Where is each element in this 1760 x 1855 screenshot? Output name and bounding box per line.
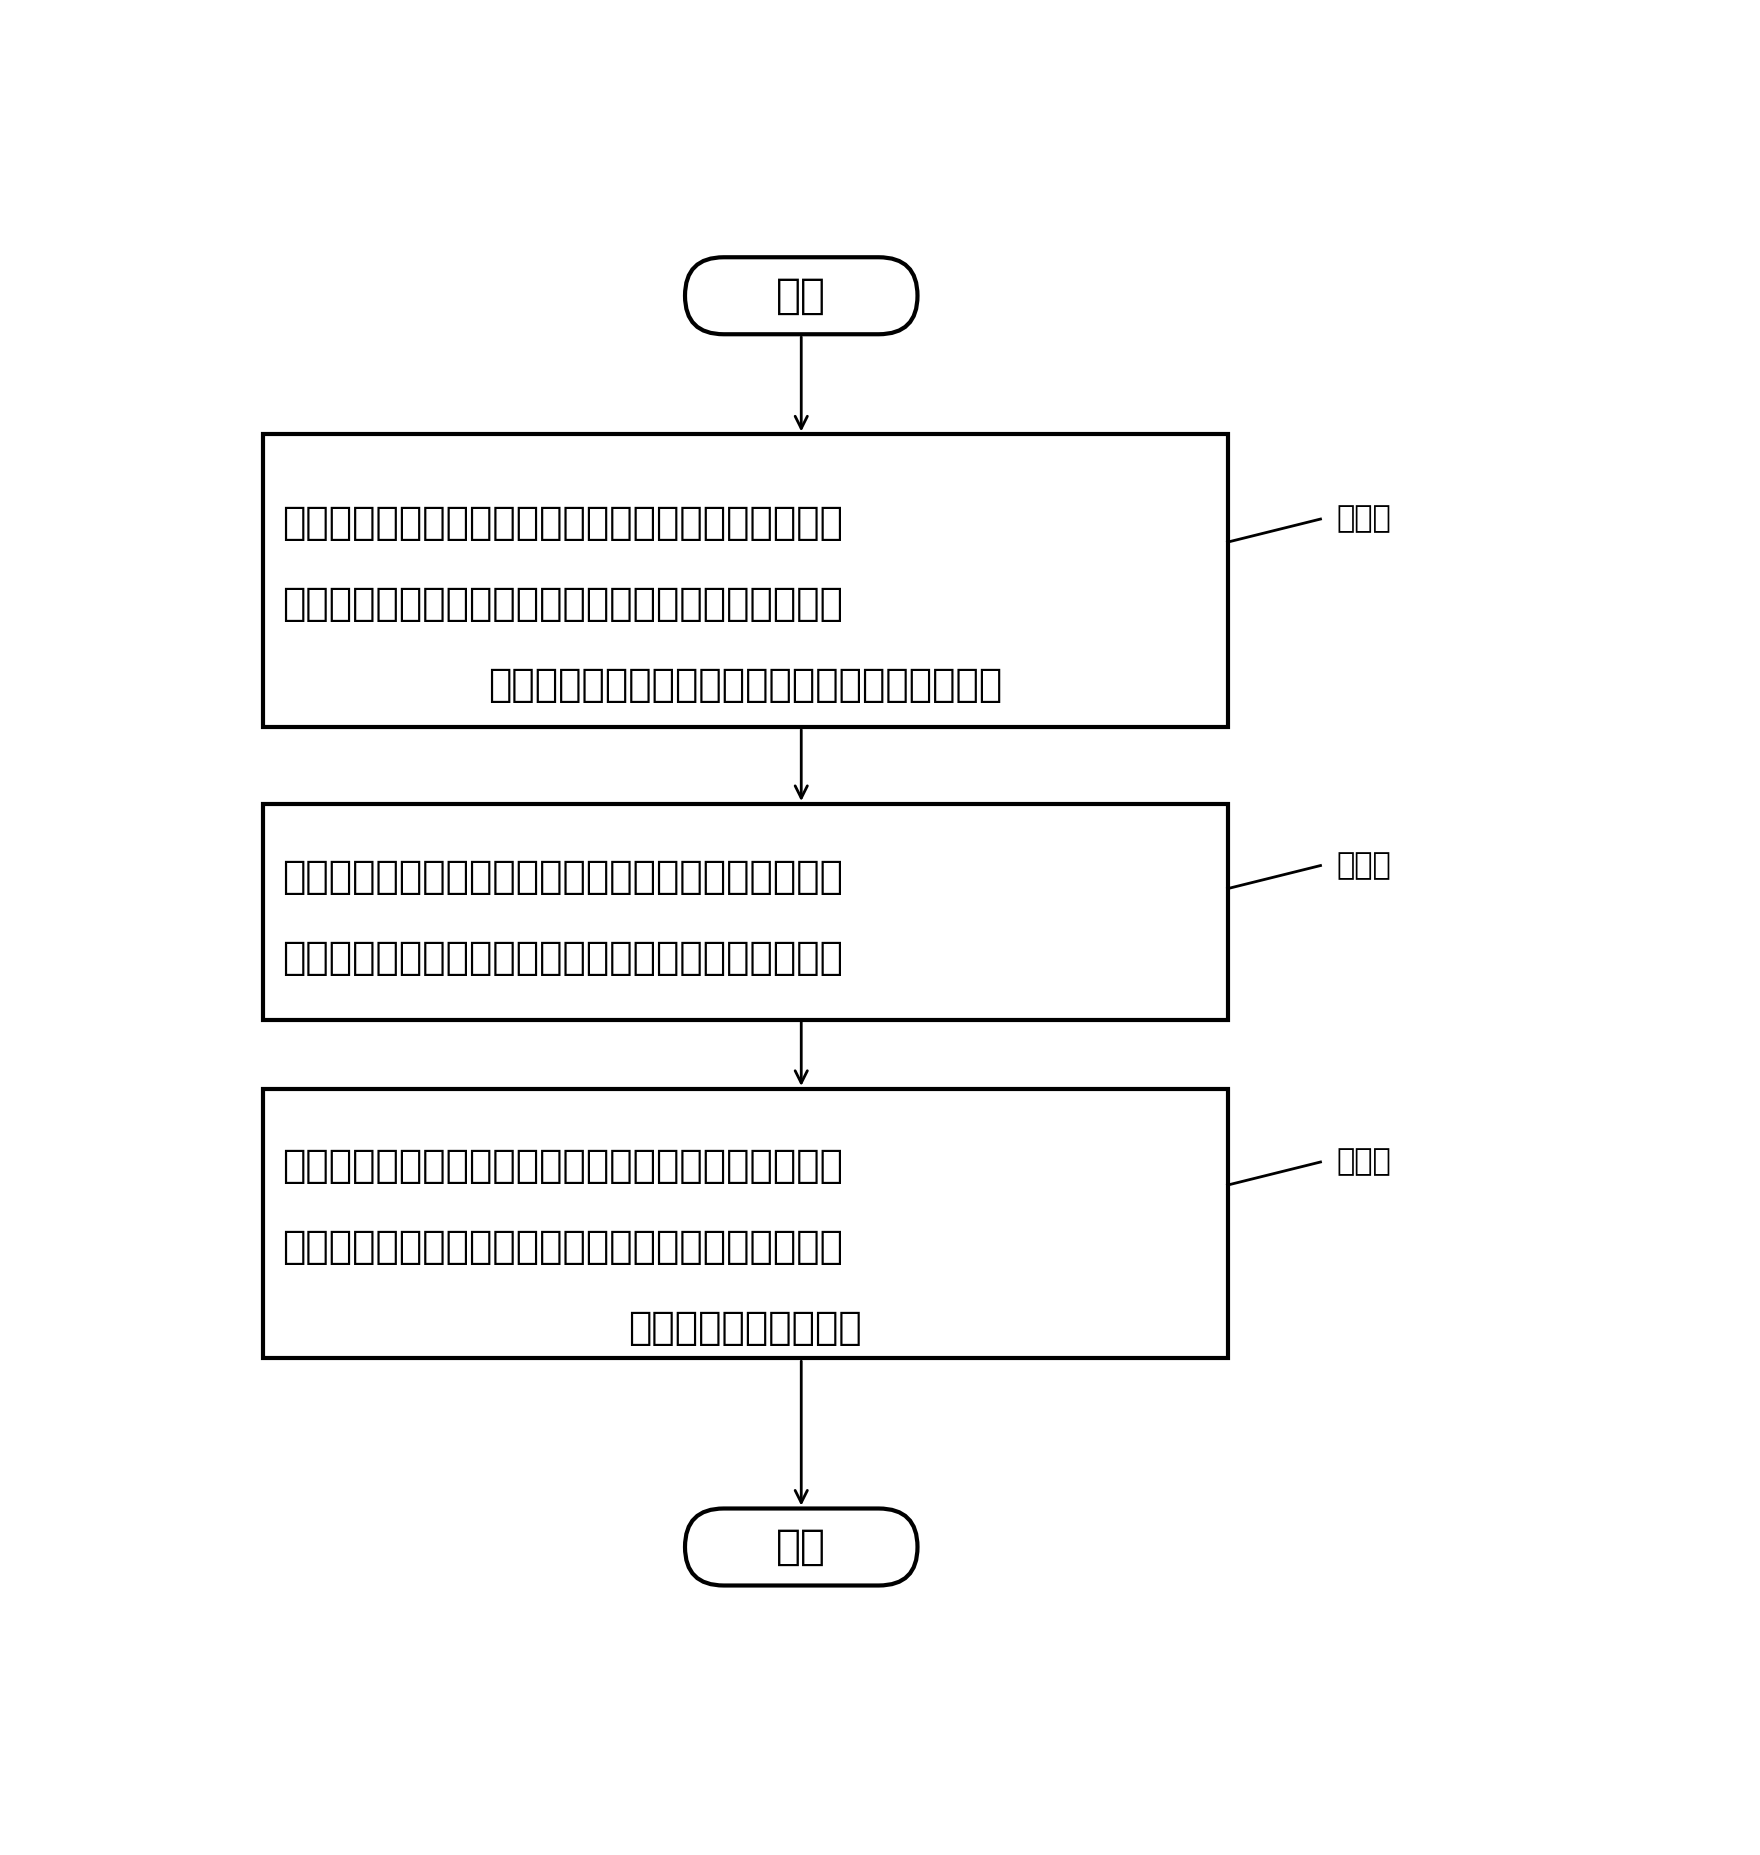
Text: 采用单位脉冲信号激励模拟电路工作，获得电路待诊断: 采用单位脉冲信号激励模拟电路工作，获得电路待诊断 bbox=[282, 505, 843, 542]
FancyBboxPatch shape bbox=[685, 1508, 917, 1586]
Text: 开始: 开始 bbox=[776, 275, 825, 317]
Text: 结束: 结束 bbox=[776, 1527, 825, 1567]
Text: 并输出故障诊断结果。: 并输出故障诊断结果。 bbox=[628, 1308, 862, 1347]
Text: 步骤一: 步骤一 bbox=[1336, 505, 1390, 534]
Text: 将步骤一获得的故障数据样本输入至回声状态网络中进: 将步骤一获得的故障数据样本输入至回声状态网络中进 bbox=[282, 859, 843, 896]
Bar bbox=[262, 434, 1227, 727]
Text: 步骤二: 步骤二 bbox=[1336, 851, 1390, 879]
Bar bbox=[262, 803, 1227, 1020]
Text: 步骤三: 步骤三 bbox=[1336, 1148, 1390, 1176]
Text: 将所述单位脉冲响应输出信号作为故障数据样本；: 将所述单位脉冲响应输出信号作为故障数据样本； bbox=[488, 666, 1001, 703]
FancyBboxPatch shape bbox=[685, 258, 917, 334]
Text: 响应信号；采集模拟电路的单位脉冲响应输出信号，并: 响应信号；采集模拟电路的单位脉冲响应输出信号，并 bbox=[282, 584, 843, 623]
Text: 行训练，并根据训练结果建立模拟电路故障诊断模型；: 行训练，并根据训练结果建立模拟电路故障诊断模型； bbox=[282, 939, 843, 978]
Bar bbox=[262, 1089, 1227, 1358]
Text: 输入至步骤二中建立的模拟电路故障诊断模型中，获得: 输入至步骤二中建立的模拟电路故障诊断模型中，获得 bbox=[282, 1228, 843, 1265]
Text: 将步骤一获得的电路待诊断响应信号作为故障数据，并: 将步骤一获得的电路待诊断响应信号作为故障数据，并 bbox=[282, 1146, 843, 1185]
